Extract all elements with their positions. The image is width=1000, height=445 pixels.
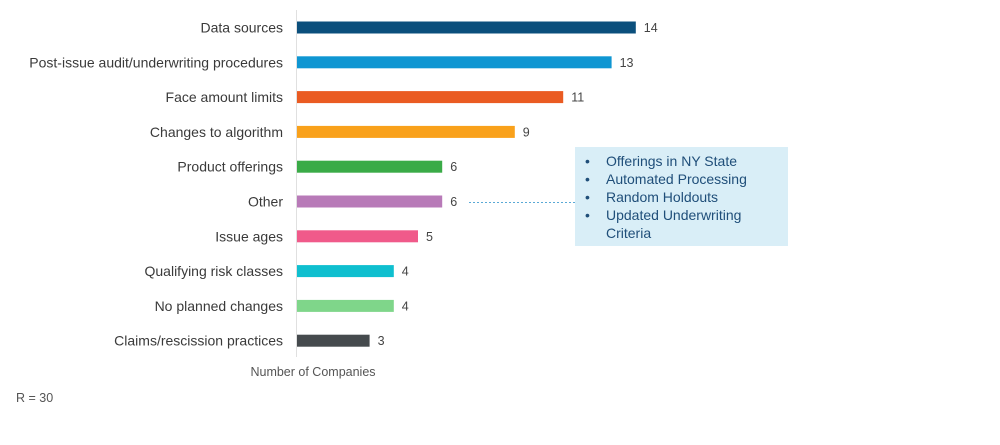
other-callout-box: • Offerings in NY State • Automated Process… bbox=[575, 147, 788, 246]
bar-other bbox=[297, 195, 443, 208]
bullet-icon: • bbox=[585, 207, 590, 223]
value-label: 5 bbox=[426, 230, 433, 244]
bar-face-amount-limits bbox=[297, 91, 564, 104]
callout-list: • Offerings in NY State • Automated Process… bbox=[583, 152, 780, 242]
category-label: Face amount limits bbox=[166, 89, 283, 105]
value-label: 14 bbox=[644, 21, 658, 35]
category-label: No planned changes bbox=[155, 298, 283, 314]
x-axis-title: Number of Companies bbox=[250, 365, 375, 379]
bar-post-issue-audit-underwriting-procedures bbox=[297, 56, 612, 69]
value-label: 6 bbox=[450, 195, 457, 209]
callout-item: • Automated Processing bbox=[583, 170, 780, 188]
bullet-icon: • bbox=[585, 189, 590, 205]
bar-claims-rescission-practices bbox=[297, 334, 370, 347]
category-label: Qualifying risk classes bbox=[145, 263, 284, 279]
value-label: 11 bbox=[571, 91, 584, 105]
category-label: Other bbox=[248, 194, 283, 210]
value-label: 13 bbox=[620, 56, 634, 70]
value-label: 9 bbox=[523, 125, 530, 139]
bar-qualifying-risk-classes bbox=[297, 265, 394, 278]
bar-data-sources bbox=[297, 21, 636, 34]
bullet-icon: • bbox=[585, 153, 590, 169]
callout-item: • Offerings in NY State bbox=[583, 152, 780, 170]
category-label: Data sources bbox=[201, 20, 283, 36]
callout-item-text: Offerings in NY State bbox=[606, 153, 737, 169]
callout-item: • Updated Underwriting Criteria bbox=[583, 206, 780, 242]
value-label: 3 bbox=[378, 334, 385, 348]
category-label: Post-issue audit/underwriting procedures bbox=[29, 54, 283, 70]
bar-no-planned-changes bbox=[297, 299, 394, 312]
bullet-icon: • bbox=[585, 171, 590, 187]
callout-item-text: Random Holdouts bbox=[606, 189, 719, 205]
bar-product-offerings bbox=[297, 160, 443, 173]
category-label: Product offerings bbox=[177, 159, 283, 175]
bar-changes-to-algorithm bbox=[297, 125, 515, 138]
category-label: Claims/rescission practices bbox=[114, 333, 283, 349]
callout-item: • Random Holdouts bbox=[583, 188, 780, 206]
value-label: 6 bbox=[450, 160, 457, 174]
callout-item-text: Automated Processing bbox=[606, 171, 747, 187]
value-label: 4 bbox=[402, 299, 409, 313]
bar-issue-ages bbox=[297, 230, 418, 243]
sample-size-note: R = 30 bbox=[16, 391, 54, 405]
value-label: 4 bbox=[402, 265, 409, 279]
category-label: Issue ages bbox=[215, 228, 283, 244]
callout-item-text: Updated Underwriting Criteria bbox=[606, 207, 742, 241]
category-label: Changes to algorithm bbox=[150, 124, 283, 140]
